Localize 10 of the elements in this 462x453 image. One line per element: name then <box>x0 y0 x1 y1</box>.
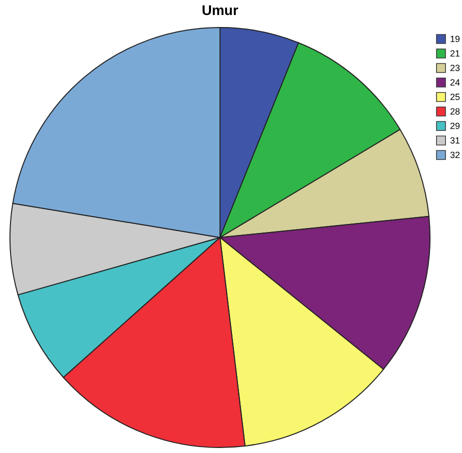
legend-label: 21 <box>450 48 460 58</box>
legend-label: 25 <box>450 92 460 102</box>
legend-label: 24 <box>450 78 460 88</box>
legend-label: 28 <box>450 106 460 116</box>
legend-label: 32 <box>450 150 460 160</box>
legend-label: 19 <box>450 34 460 44</box>
legend-label: 31 <box>450 136 460 146</box>
chart-title: Umur <box>202 2 239 18</box>
legend-label: 29 <box>450 121 460 131</box>
legend-label: 23 <box>450 63 460 73</box>
